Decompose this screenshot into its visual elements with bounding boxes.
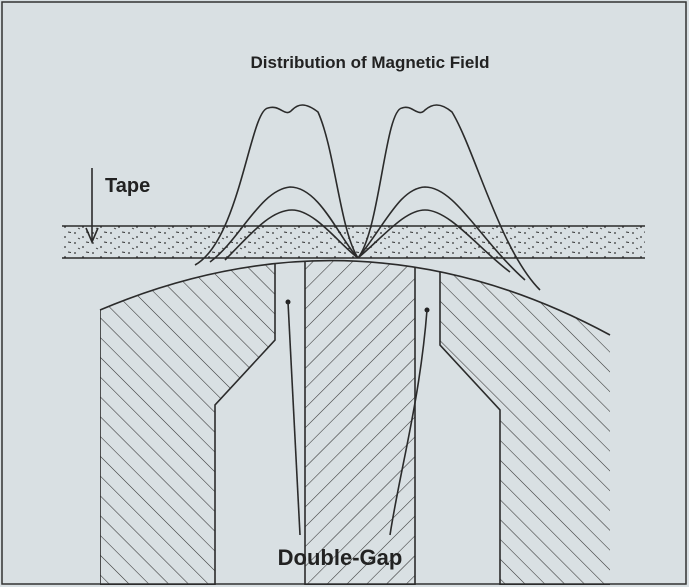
field-lines <box>194 104 541 291</box>
leader-line <box>389 309 428 536</box>
tape-label: Tape <box>105 175 150 197</box>
gap-label: Double-Gap <box>278 545 403 570</box>
right-pole <box>439 260 610 585</box>
leader-line <box>287 301 301 536</box>
tape-arrow-head <box>85 227 99 245</box>
center-pole <box>304 260 416 585</box>
head-surface <box>99 259 611 336</box>
head <box>100 260 610 585</box>
left-pole <box>100 260 276 585</box>
title: Distribution of Magnetic Field <box>251 53 490 72</box>
